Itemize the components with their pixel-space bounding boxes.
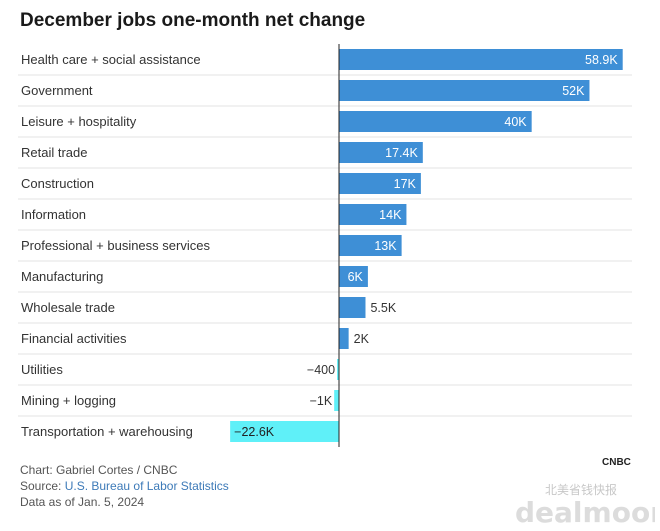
- value-label: 17K: [394, 177, 417, 191]
- value-label: 14K: [379, 208, 402, 222]
- bar: [339, 49, 623, 70]
- watermark-cn-text: 北美省钱快报: [545, 482, 617, 497]
- bar: [339, 111, 532, 132]
- category-label: Utilities: [21, 362, 63, 377]
- value-label: 13K: [374, 239, 397, 253]
- bar-chart: Health care + social assistance 58.9K Gove…: [18, 44, 632, 447]
- category-label: Manufacturing: [21, 269, 103, 284]
- chart-source: Source: U.S. Bureau of Labor Statistics: [20, 478, 229, 494]
- category-label: Professional + business services: [21, 238, 210, 253]
- bar: [339, 142, 423, 163]
- category-label: Information: [21, 207, 86, 222]
- category-label: Leisure + hospitality: [21, 114, 137, 129]
- cnbc-logo: CNBC: [602, 457, 631, 468]
- category-label: Health care + social assistance: [21, 52, 201, 67]
- watermark-text: dealmoon: [515, 496, 655, 528]
- value-label: 52K: [562, 84, 585, 98]
- bar: [339, 204, 407, 225]
- cnbc-logo-text: CNBC: [602, 457, 631, 468]
- value-label: 40K: [504, 115, 527, 129]
- source-link[interactable]: U.S. Bureau of Labor Statistics: [64, 479, 229, 493]
- chart-footer: Chart: Gabriel Cortes / CNBC Source: U.S…: [20, 462, 229, 510]
- value-label: −400: [307, 363, 335, 377]
- chart-title: December jobs one-month net change: [20, 10, 366, 31]
- bar: [337, 359, 339, 380]
- value-label: −22.6K: [234, 425, 275, 439]
- value-label: −1K: [310, 394, 333, 408]
- data-note: Data as of Jan. 5, 2024: [20, 495, 145, 509]
- dealmoon-watermark: 北美省钱快报 dealmoon: [515, 482, 655, 528]
- category-label: Government: [21, 83, 93, 98]
- source-prefix: Source:: [20, 479, 65, 493]
- value-label: 58.9K: [585, 53, 618, 67]
- category-label: Retail trade: [21, 145, 87, 160]
- value-label: 5.5K: [370, 301, 396, 315]
- category-label: Financial activities: [21, 331, 127, 346]
- bar: [334, 390, 339, 411]
- category-label: Wholesale trade: [21, 300, 115, 315]
- bar: [339, 266, 368, 287]
- category-label: Mining + logging: [21, 393, 116, 408]
- value-label: 17.4K: [385, 146, 418, 160]
- chart-credit: Chart: Gabriel Cortes / CNBC: [20, 463, 178, 477]
- bar: [339, 328, 349, 349]
- category-label: Transportation + warehousing: [21, 424, 193, 439]
- value-label: 2K: [354, 332, 370, 346]
- bar: [339, 235, 402, 256]
- category-label: Construction: [21, 176, 94, 191]
- bar: [339, 80, 590, 101]
- value-label: 6K: [348, 270, 364, 284]
- bar: [339, 297, 366, 318]
- bar: [339, 173, 421, 194]
- bar: [230, 421, 339, 442]
